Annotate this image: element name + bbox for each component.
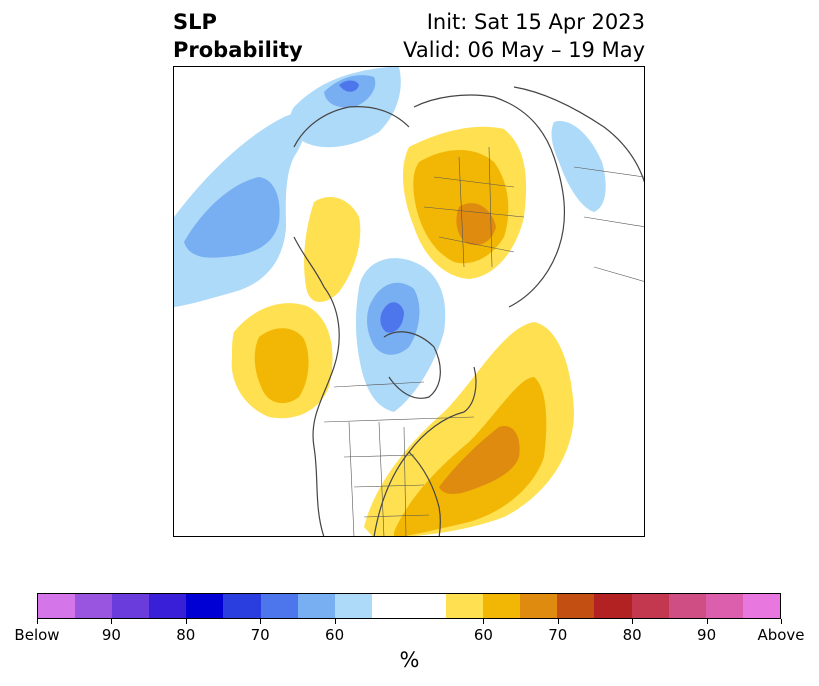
colorbar-segment — [742, 594, 780, 618]
colorbar-segment — [38, 594, 76, 618]
colorbar-label: 80 — [176, 626, 196, 644]
colorbar-label: Below — [14, 626, 60, 644]
colorbar-segment — [149, 594, 187, 618]
colorbar-segment — [408, 594, 447, 618]
colorbar-label: 80 — [622, 626, 642, 644]
map-title: SLP Probability — [173, 8, 303, 64]
colorbar-label: 70 — [250, 626, 270, 644]
coastlines — [293, 86, 644, 536]
gulf-of-alaska-above — [231, 303, 333, 419]
colorbar-segment — [705, 594, 743, 618]
colorbar-label: 90 — [697, 626, 717, 644]
colorbar-tick — [781, 619, 782, 624]
map-panel — [173, 66, 645, 537]
colorbar-segment — [594, 594, 632, 618]
colorbar-tick — [334, 619, 336, 624]
colorbar-segment — [223, 594, 261, 618]
scandinavia-below — [289, 67, 401, 148]
colorbar-label: 70 — [548, 626, 568, 644]
colorbar-tick — [37, 619, 38, 624]
title-line-1: SLP — [173, 10, 217, 34]
colorbar-segment — [371, 594, 409, 618]
date-info: Init: Sat 15 Apr 2023 Valid: 06 May – 19… — [403, 8, 645, 64]
probability-colorbar — [37, 593, 781, 619]
east-siberia-below — [551, 121, 606, 212]
colorbar-label: 60 — [325, 626, 345, 644]
colorbar-label: Above — [757, 626, 805, 644]
colorbar-segment — [334, 594, 372, 618]
colorbar-segment — [112, 594, 150, 618]
colorbar-label: 60 — [473, 626, 493, 644]
colorbar-segment — [557, 594, 595, 618]
colorbar-tick — [111, 619, 113, 624]
eastern-north-america-above — [364, 322, 574, 536]
western-russia-above — [402, 126, 527, 279]
colorbar-segment — [668, 594, 706, 618]
valid-range: Valid: 06 May – 19 May — [403, 38, 645, 62]
political-borders — [323, 146, 644, 536]
title-line-2: Probability — [173, 38, 303, 62]
colorbar-tick — [706, 619, 708, 624]
colorbar-segment — [520, 594, 558, 618]
colorbar-tick — [260, 619, 262, 624]
colorbar-tick — [185, 619, 187, 624]
colorbar-labels: Below 90 80 70 60 60 70 80 90 Above — [14, 626, 804, 646]
arctic-canada-below — [355, 258, 446, 412]
colorbar-segment — [483, 594, 521, 618]
colorbar-tick — [557, 619, 559, 624]
colorbar-segment — [75, 594, 113, 618]
colorbar-label: 90 — [101, 626, 121, 644]
colorbar-tick — [483, 619, 485, 624]
colorbar-segment — [186, 594, 224, 618]
init-date: Init: Sat 15 Apr 2023 — [426, 10, 645, 34]
colorbar-tick — [632, 619, 634, 624]
colorbar-segment — [297, 594, 335, 618]
colorbar-unit: % — [399, 648, 420, 672]
colorbar-segment — [260, 594, 298, 618]
colorbar-segment — [631, 594, 669, 618]
map-canvas — [174, 67, 644, 536]
colorbar-segment — [446, 594, 484, 618]
bering-above — [304, 197, 361, 303]
north-pacific-below — [174, 67, 394, 307]
